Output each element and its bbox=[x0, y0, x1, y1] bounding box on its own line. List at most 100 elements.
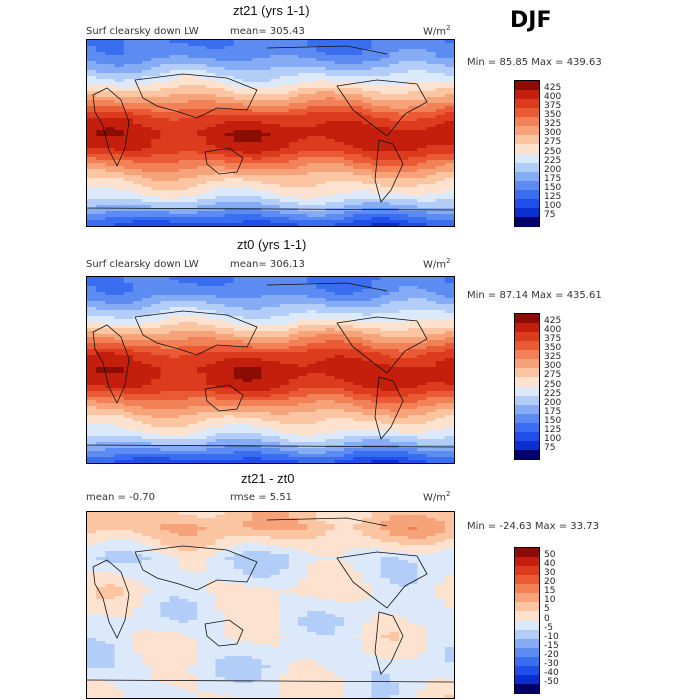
colorbar-tick-label: 250 bbox=[544, 146, 562, 157]
colorbar-tick-label: 75 bbox=[544, 442, 556, 453]
colorbar-swatch bbox=[515, 386, 539, 397]
coastline-path bbox=[92, 559, 130, 639]
colorbar-swatch bbox=[515, 449, 539, 460]
panel1-colorbar bbox=[514, 80, 540, 227]
colorbar-tick-label: -40 bbox=[544, 667, 559, 678]
colorbar-swatch bbox=[515, 404, 539, 415]
panel1-variable: Surf clearsky down LW bbox=[86, 26, 199, 37]
colorbar-swatch bbox=[515, 593, 539, 603]
colorbar-swatch bbox=[515, 422, 539, 433]
colorbar-tick-label: 225 bbox=[544, 388, 562, 399]
colorbar-tick-label: 275 bbox=[544, 137, 562, 148]
colorbar-swatch bbox=[515, 153, 539, 164]
coastline-path bbox=[204, 619, 244, 647]
coastline-path bbox=[336, 316, 428, 374]
colorbar-swatch bbox=[515, 629, 539, 640]
colorbar-tick-label: 175 bbox=[544, 406, 562, 417]
colorbar-swatch bbox=[515, 314, 539, 324]
colorbar-tick-label: 375 bbox=[544, 334, 562, 345]
panel3-colorbar bbox=[514, 547, 540, 694]
colorbar-tick-label: -5 bbox=[544, 622, 553, 633]
panel3-title: zt21 - zt0 bbox=[241, 471, 295, 486]
colorbar-swatch bbox=[515, 413, 539, 424]
colorbar-swatch bbox=[515, 620, 539, 631]
coastline-path bbox=[87, 207, 454, 211]
colorbar-tick-label: 250 bbox=[544, 379, 562, 390]
colorbar-tick-label: 15 bbox=[544, 586, 556, 597]
coastline-path bbox=[336, 79, 428, 137]
colorbar-swatch bbox=[515, 126, 539, 136]
colorbar-swatch bbox=[515, 683, 539, 694]
colorbar-swatch bbox=[515, 323, 539, 333]
colorbar-tick-label: 350 bbox=[544, 110, 562, 121]
colorbar-swatch bbox=[515, 611, 539, 621]
coastline-path bbox=[266, 517, 388, 527]
panel1-title: zt21 (yrs 1-1) bbox=[233, 3, 310, 18]
coastline-path bbox=[266, 282, 388, 292]
coastline-path bbox=[134, 310, 258, 356]
coastline-path bbox=[134, 73, 258, 119]
colorbar-tick-label: 100 bbox=[544, 200, 562, 211]
colorbar-tick-label: 0 bbox=[544, 613, 550, 624]
colorbar-swatch bbox=[515, 566, 539, 576]
colorbar-tick-label: 425 bbox=[544, 316, 562, 327]
colorbar-swatch bbox=[515, 162, 539, 173]
colorbar-swatch bbox=[515, 584, 539, 594]
colorbar-tick-label: -20 bbox=[544, 649, 559, 660]
colorbar-tick-label: 100 bbox=[544, 433, 562, 444]
colorbar-tick-label: 150 bbox=[544, 182, 562, 193]
coastline-path bbox=[87, 679, 454, 683]
panel1-minmax: Min = 85.85 Max = 439.63 bbox=[467, 57, 602, 68]
colorbar-swatch bbox=[515, 602, 539, 612]
panel3-mean: mean = -0.70 bbox=[86, 492, 155, 503]
colorbar-tick-label: 200 bbox=[544, 397, 562, 408]
coastline-path bbox=[374, 376, 404, 440]
colorbar-tick-label: 350 bbox=[544, 343, 562, 354]
colorbar-swatch bbox=[515, 656, 539, 667]
panel3-map bbox=[86, 511, 455, 699]
colorbar-swatch bbox=[515, 171, 539, 182]
colorbar-tick-label: 30 bbox=[544, 568, 556, 579]
colorbar-swatch bbox=[515, 548, 539, 558]
panel2-minmax: Min = 87.14 Max = 435.61 bbox=[467, 290, 602, 301]
coastline-path bbox=[336, 551, 428, 609]
colorbar-swatch bbox=[515, 207, 539, 218]
colorbar-swatch bbox=[515, 189, 539, 200]
coastline-path bbox=[266, 45, 388, 55]
colorbar-tick-label: 400 bbox=[544, 92, 562, 103]
colorbar-swatch bbox=[515, 81, 539, 91]
colorbar-tick-label: 325 bbox=[544, 119, 562, 130]
colorbar-tick-label: 225 bbox=[544, 155, 562, 166]
colorbar-swatch bbox=[515, 90, 539, 100]
panel2-units: W/m2 bbox=[423, 257, 451, 271]
colorbar-tick-label: 425 bbox=[544, 83, 562, 94]
colorbar-tick-label: 50 bbox=[544, 550, 556, 561]
colorbar-swatch bbox=[515, 638, 539, 649]
colorbar-swatch bbox=[515, 674, 539, 685]
panel3-units: W/m2 bbox=[423, 490, 451, 504]
colorbar-swatch bbox=[515, 647, 539, 658]
colorbar-tick-label: 200 bbox=[544, 164, 562, 175]
colorbar-tick-label: 125 bbox=[544, 191, 562, 202]
panel2-variable: Surf clearsky down LW bbox=[86, 259, 199, 270]
colorbar-tick-label: 125 bbox=[544, 424, 562, 435]
colorbar-swatch bbox=[515, 108, 539, 118]
panel1-units: W/m2 bbox=[423, 24, 451, 38]
colorbar-tick-label: 325 bbox=[544, 352, 562, 363]
colorbar-swatch bbox=[515, 341, 539, 351]
colorbar-swatch bbox=[515, 350, 539, 360]
coastline-path bbox=[92, 87, 130, 167]
colorbar-tick-label: 175 bbox=[544, 173, 562, 184]
colorbar-swatch bbox=[515, 198, 539, 209]
coastline-path bbox=[374, 139, 404, 203]
season-label: DJF bbox=[510, 8, 552, 33]
panel3-minmax: Min = -24.63 Max = 33.73 bbox=[467, 521, 599, 532]
panel1-map bbox=[86, 39, 455, 227]
colorbar-swatch bbox=[515, 440, 539, 451]
colorbar-tick-label: 150 bbox=[544, 415, 562, 426]
colorbar-swatch bbox=[515, 216, 539, 227]
colorbar-swatch bbox=[515, 575, 539, 585]
coastline-path bbox=[87, 444, 454, 448]
colorbar-swatch bbox=[515, 359, 539, 369]
panel2-title: zt0 (yrs 1-1) bbox=[237, 237, 307, 252]
